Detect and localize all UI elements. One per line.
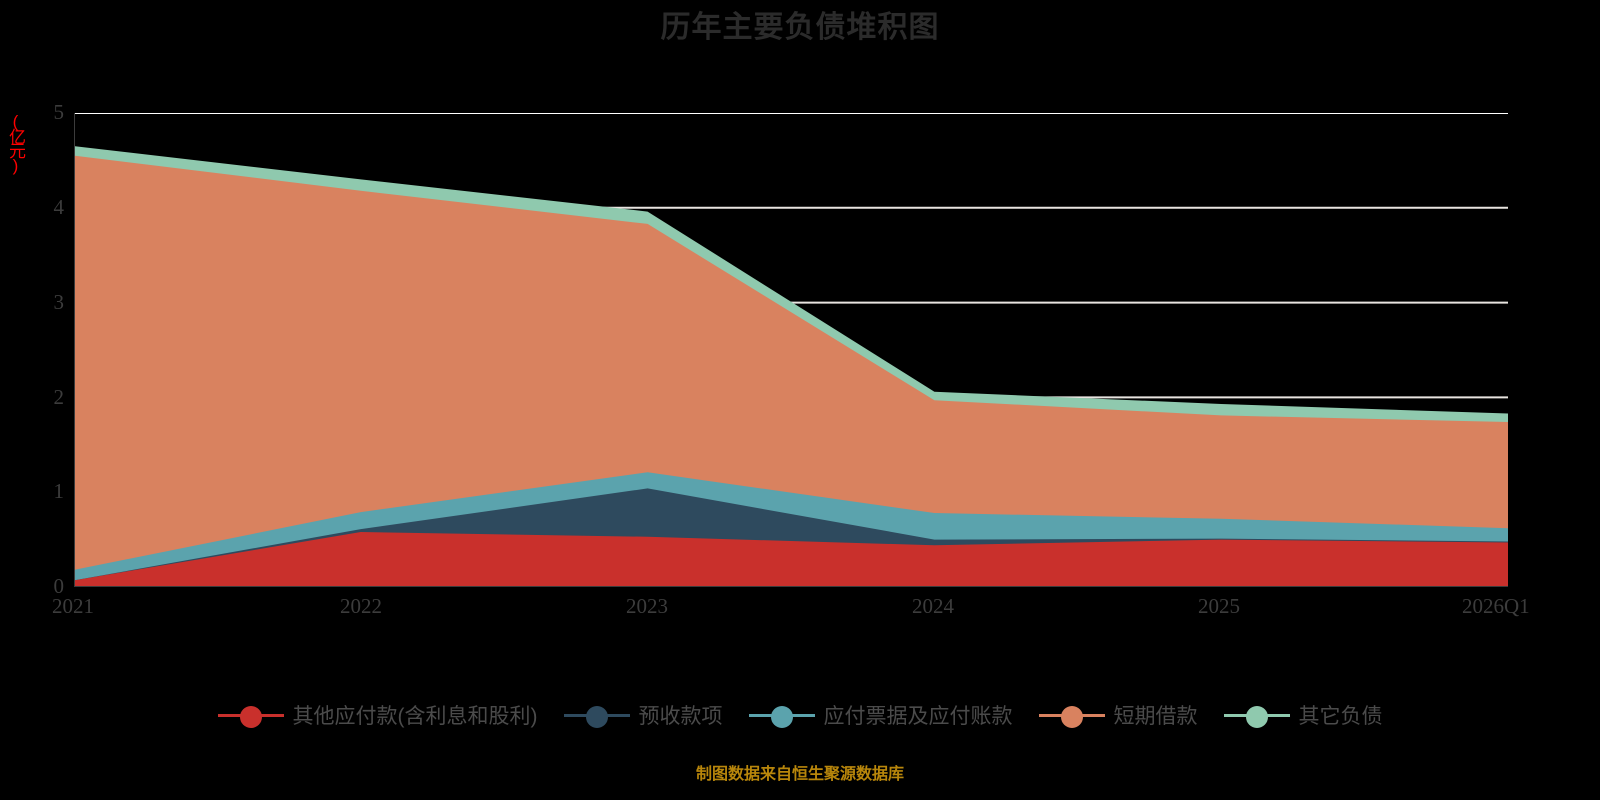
legend-item-advance-receipts[interactable]: 预收款项 (563, 700, 723, 730)
y-tick-0: 0 (53, 574, 65, 598)
area-series (74, 155, 1508, 587)
legend-item-other-liabilities[interactable]: 其它负债 (1223, 700, 1383, 730)
legend-marker-icon (217, 702, 284, 728)
legend-item-short-term-loans[interactable]: 短期借款 (1038, 700, 1198, 730)
x-tick-2021: 2021 (52, 594, 94, 618)
legend-label: 预收款项 (638, 705, 723, 728)
legend-label: 其他应付款(含利息和股利) (292, 705, 538, 728)
x-axis-tick-labels: 2021 2022 2023 2024 2025 2026Q1 (0, 594, 1600, 624)
page-title: 历年主要负债堆积图 (660, 11, 940, 44)
legend-marker-icon (1223, 702, 1290, 728)
y-tick-4: 4 (53, 195, 65, 219)
legend-dot (585, 706, 608, 728)
x-tick-2023: 2023 (626, 594, 668, 618)
y-tick-2: 2 (53, 385, 65, 409)
area-series (74, 532, 1508, 587)
x-tick-2024: 2024 (912, 594, 954, 618)
y-axis-title: (亿元) (6, 112, 25, 172)
x-tick-2022: 2022 (340, 594, 382, 618)
x-tick-2026q1: 2026Q1 (1462, 594, 1530, 618)
x-tick-2025: 2025 (1198, 594, 1240, 618)
legend-dot (1245, 706, 1268, 728)
area-series-group (74, 146, 1508, 587)
legend-item-other-payables[interactable]: 其他应付款(含利息和股利) (217, 700, 538, 730)
legend-label: 应付票据及应付账款 (823, 705, 1013, 728)
footer-note: 制图数据来自恒生聚源数据库 (695, 766, 904, 783)
legend-item-notes-accounts-payable[interactable]: 应付票据及应付账款 (748, 700, 1013, 730)
y-tick-1: 1 (53, 479, 65, 503)
legend-dot (1060, 706, 1083, 728)
y-axis-tick-labels: 5 4 3 2 1 0 (20, 0, 65, 800)
chart-legend: 其他应付款(含利息和股利) 预收款项 应付票据及应付账款 短期借款 (0, 700, 1600, 730)
stacked-area-svg (74, 113, 1508, 587)
legend-marker-icon (1038, 702, 1105, 728)
plot-area (74, 113, 1508, 587)
legend-dot (770, 706, 793, 728)
y-tick-3: 3 (53, 290, 65, 314)
legend-label: 其它负债 (1298, 705, 1383, 728)
legend-label: 短期借款 (1113, 705, 1198, 728)
legend-marker-icon (748, 702, 815, 728)
legend-dot (239, 706, 262, 728)
y-tick-5: 5 (53, 100, 65, 124)
legend-marker-icon (563, 702, 630, 728)
